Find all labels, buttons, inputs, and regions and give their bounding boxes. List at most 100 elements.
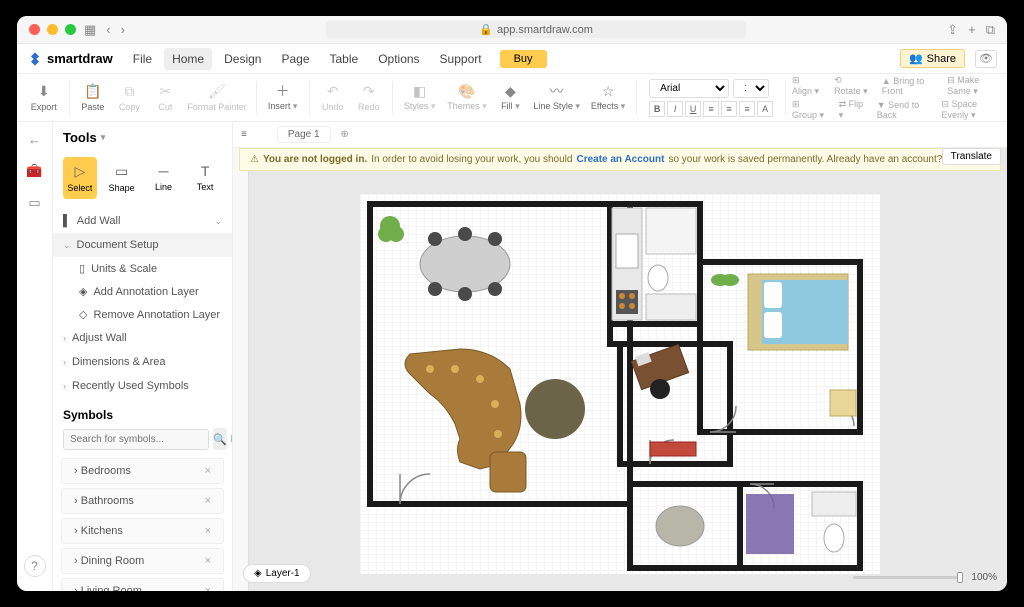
nav-fwd-icon[interactable]: › — [121, 22, 125, 38]
text-color-button[interactable]: A — [757, 101, 773, 117]
page-indicator[interactable]: Page 1 — [277, 126, 331, 143]
floorplan-svg — [360, 194, 880, 574]
themes-icon: 🎨 — [458, 83, 475, 99]
newtab-icon[interactable]: + — [968, 22, 976, 38]
menu-options[interactable]: Options — [370, 48, 427, 70]
align-button[interactable]: ⊞ Align ▾ — [792, 75, 821, 97]
italic-button[interactable]: I — [667, 101, 683, 117]
font-controls: Arial 10 B I U ≡ ≡ ≡ A — [643, 79, 779, 117]
fill-button[interactable]: ◆Fill ▾ — [493, 77, 527, 119]
add-wall-section[interactable]: ▌Add Wall⌄ — [53, 209, 232, 233]
styles-button[interactable]: ◧Styles ▾ — [399, 77, 441, 119]
max-dot[interactable] — [65, 24, 76, 35]
help-button[interactable]: ? — [24, 555, 46, 577]
layers-button[interactable]: ▭ — [24, 192, 46, 214]
add-page-button[interactable]: ⊕ — [341, 129, 349, 140]
create-account-link[interactable]: Create an Account — [576, 154, 664, 165]
shape-tool[interactable]: ▭Shape — [105, 157, 139, 199]
menu-support[interactable]: Support — [432, 48, 490, 70]
underline-button[interactable]: U — [685, 101, 701, 117]
undo-button[interactable]: ↶Undo — [316, 77, 350, 119]
select-tool[interactable]: ▷Select — [63, 157, 97, 199]
cat-bathrooms[interactable]: › Bathrooms× — [61, 488, 224, 514]
dimensions-section[interactable]: ›Dimensions & Area — [53, 350, 232, 374]
lock-icon: 🔒 — [479, 23, 493, 36]
menu-design[interactable]: Design — [216, 48, 269, 70]
add-annotation-item[interactable]: ◈Add Annotation Layer — [53, 280, 232, 303]
layer-indicator[interactable]: ◈ Layer-1 — [243, 564, 311, 583]
download-icon: ⬇ — [38, 84, 50, 100]
adjust-wall-section[interactable]: ›Adjust Wall — [53, 326, 232, 350]
bring-front-button[interactable]: ▲ Bring to Front — [882, 76, 934, 96]
layer-add-icon: ◈ — [79, 285, 87, 298]
text-tool[interactable]: TText — [188, 157, 222, 199]
canvas-scroll[interactable] — [233, 148, 1007, 591]
share-icon-small: 👥 — [909, 52, 923, 65]
cat-bedrooms[interactable]: › Bedrooms× — [61, 458, 224, 484]
menubar: smartdraw File Home Design Page Table Op… — [17, 44, 1007, 74]
make-same-button[interactable]: ⊟ Make Same ▾ — [947, 75, 999, 97]
format-painter-button[interactable]: 🖌Format Painter — [184, 77, 249, 119]
insert-button[interactable]: ＋Insert ▾ — [262, 77, 302, 119]
menu-page[interactable]: Page — [273, 48, 317, 70]
min-dot[interactable] — [47, 24, 58, 35]
align-center-button[interactable]: ≡ — [721, 101, 737, 117]
themes-button[interactable]: 🎨Themes ▾ — [443, 77, 492, 119]
hamburger-icon[interactable]: ≡ — [241, 129, 247, 140]
sidebar-toggle-icon[interactable]: ▦ — [84, 22, 96, 38]
cat-dining[interactable]: › Dining Room× — [61, 548, 224, 574]
cat-kitchens[interactable]: › Kitchens× — [61, 518, 224, 544]
font-family-select[interactable]: Arial — [649, 79, 729, 98]
address-bar[interactable]: 🔒 app.smartdraw.com — [326, 21, 746, 38]
zoom-slider[interactable] — [853, 576, 963, 579]
share-button[interactable]: 👥 Share — [900, 49, 965, 68]
recent-symbols-section[interactable]: ›Recently Used Symbols — [53, 374, 232, 398]
symbols-title: Symbols — [53, 398, 232, 428]
zoom-controls: 100% — [853, 572, 997, 583]
translate-button[interactable]: Translate — [942, 148, 1001, 165]
mac-titlebar: ▦ ‹ › 🔒 app.smartdraw.com ⇪ + ⧉ — [17, 16, 1007, 44]
zoom-thumb[interactable] — [957, 572, 963, 583]
tabs-icon[interactable]: ⧉ — [986, 22, 995, 38]
send-back-button[interactable]: ▼ Send to Back — [877, 100, 929, 120]
space-evenly-button[interactable]: ⊟ Space Evenly ▾ — [942, 99, 999, 121]
align-left-button[interactable]: ≡ — [703, 101, 719, 117]
symbol-search-input[interactable] — [63, 429, 209, 450]
copy-icon: ⧉ — [124, 84, 134, 100]
align-right-button[interactable]: ≡ — [739, 101, 755, 117]
bold-button[interactable]: B — [649, 101, 665, 117]
sidebar-title: Tools ▾ — [53, 122, 232, 153]
square-icon: ▭ — [115, 163, 128, 180]
export-button[interactable]: ⬇Export — [25, 77, 63, 119]
menu-file[interactable]: File — [125, 48, 160, 70]
line-tool[interactable]: ─Line — [147, 157, 181, 199]
close-dot[interactable] — [29, 24, 40, 35]
back-button[interactable]: ← — [24, 128, 46, 150]
nav-back-icon[interactable]: ‹ — [106, 22, 110, 38]
logo[interactable]: smartdraw — [27, 51, 113, 67]
menu-table[interactable]: Table — [322, 48, 367, 70]
symbol-search-button[interactable]: 🔍 — [213, 428, 227, 450]
doc-setup-section[interactable]: ⌄Document Setup — [53, 233, 232, 257]
preview-button[interactable]: 👁 — [975, 50, 997, 68]
floorplan[interactable] — [360, 194, 880, 574]
flip-button[interactable]: ⇄ Flip ▾ — [839, 99, 864, 121]
share-icon[interactable]: ⇪ — [947, 22, 958, 38]
cat-living[interactable]: › Living Room× — [61, 578, 224, 591]
ruler-icon: ▯ — [79, 262, 85, 275]
group-button[interactable]: ⊞ Group ▾ — [792, 99, 826, 121]
toolbox-button[interactable]: 🧰 — [24, 160, 46, 182]
copy-button[interactable]: ⧉Copy — [112, 77, 146, 119]
linestyle-button[interactable]: 〰Line Style ▾ — [529, 77, 584, 119]
paste-button[interactable]: 📋Paste — [75, 77, 110, 119]
cut-button[interactable]: ✂Cut — [148, 77, 182, 119]
menu-home[interactable]: Home — [164, 48, 212, 70]
font-size-select[interactable]: 10 — [733, 79, 769, 98]
buy-button[interactable]: Buy — [500, 50, 547, 68]
rotate-button[interactable]: ⟲ Rotate ▾ — [834, 75, 869, 97]
app-body: smartdraw File Home Design Page Table Op… — [17, 44, 1007, 591]
units-scale-item[interactable]: ▯Units & Scale — [53, 257, 232, 280]
effects-button[interactable]: ☆Effects ▾ — [586, 77, 630, 119]
redo-button[interactable]: ↷Redo — [352, 77, 386, 119]
remove-annotation-item[interactable]: ◇Remove Annotation Layer — [53, 303, 232, 326]
